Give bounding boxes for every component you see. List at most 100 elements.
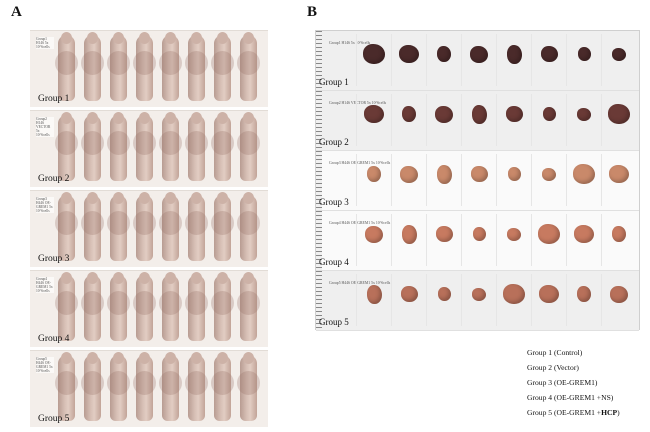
tumor (574, 225, 594, 243)
tumor-cell (461, 274, 496, 326)
mice-row-group-4: Group4 H446 OE-GREM1 5x 10^6cells Group … (30, 270, 268, 347)
legend-text: Group 5 (OE-GREM1 + (527, 408, 602, 417)
legend-item-group-2: Group 2 (Vector) (527, 360, 620, 375)
mouse (81, 112, 104, 181)
tumor-row-group-3: Group3 H446 OE-GREM1 5x 10^6cells Group … (316, 151, 639, 211)
tumor-cell (601, 34, 636, 86)
tumor (612, 47, 626, 61)
tumor-cell (391, 214, 426, 266)
tumor-cell (391, 34, 426, 86)
tumor-cell (496, 154, 531, 206)
tumor-cell (461, 214, 496, 266)
tumor-row-group-2: Group2 H146 VECTOR 5x 10^6cells Group 2 (316, 91, 639, 151)
mouse (159, 112, 182, 181)
tumor (401, 224, 417, 244)
tumor-cell (356, 34, 391, 86)
group-label: Group 5 (38, 414, 70, 424)
tumor-cell (461, 94, 496, 146)
tumor (612, 226, 626, 242)
tumor (573, 164, 595, 184)
legend-text: Group 1 (Control) (527, 348, 583, 357)
mice-row-group-1: Group1 H146 5x 10^6cells Group 1 (30, 30, 268, 107)
mice-row-group-3: Group3 H446 OE-GREM1 5x 10^6cells Group … (30, 190, 268, 267)
legend-item-group-4: Group 4 (OE-GREM1 +NS) (527, 390, 620, 405)
cage-tag: Group5 H446 OE-GREM1 5x 10^6cells (36, 357, 54, 373)
tumor (435, 105, 453, 123)
legend-hcp: HCP (601, 408, 618, 417)
tumor (506, 44, 522, 64)
mice-row-group-5: Group5 H446 OE-GREM1 5x 10^6cells Group … (30, 350, 268, 427)
tumor (365, 225, 383, 243)
tumor (435, 226, 453, 242)
mouse (55, 352, 78, 421)
panel-b-tumor-photo: Group1 H146 5x 10^6cells Group 1 Group2 … (315, 30, 640, 331)
tumor-cell (496, 34, 531, 86)
tumor (577, 286, 591, 302)
mouse (211, 32, 234, 101)
tumor (472, 227, 486, 241)
mouse (185, 352, 208, 421)
group-label: Group 3 (38, 254, 70, 264)
ruler (316, 151, 322, 210)
tumor-cell (566, 214, 601, 266)
legend-item-group-1: Group 1 (Control) (527, 345, 620, 360)
mouse (107, 352, 130, 421)
ruler (316, 31, 322, 90)
mouse (81, 32, 104, 101)
tumor-row-group-5: Group5 H446 OE-GREM1 5x 10^6cells Group … (316, 271, 639, 331)
group-label: Group 4 (319, 257, 349, 267)
tumor-cell (356, 274, 391, 326)
tumor (470, 166, 488, 182)
tumor-row-group-1: Group1 H146 5x 10^6cells Group 1 (316, 31, 639, 91)
tumor-cell (496, 274, 531, 326)
cage-tag: Group1 H146 5x 10^6cells (36, 37, 54, 49)
legend-text: Group 2 (Vector) (527, 363, 579, 372)
tumor-row-group-4: Group4 H446 OE-GREM1 5x 10^6cells Group … (316, 211, 639, 271)
mouse (133, 32, 156, 101)
tumor (400, 286, 418, 302)
mouse (159, 352, 182, 421)
legend-text: Group 4 (OE-GREM1 +NS) (527, 393, 614, 402)
tumor-cell (426, 34, 461, 86)
mouse (237, 352, 260, 421)
tumor (538, 224, 560, 244)
tumor (436, 164, 452, 184)
tumor-cell (531, 274, 566, 326)
tumor-cell (391, 274, 426, 326)
tumor-cell (426, 214, 461, 266)
mice-row-group-2: Group2 H146 VECTOR 5x 10^6cells Group 2 (30, 110, 268, 187)
tumor (505, 106, 523, 122)
tumor-cell (566, 154, 601, 206)
tumor-cell (601, 274, 636, 326)
group-label: Group 2 (319, 137, 349, 147)
tumor (542, 167, 556, 181)
cage-tag: Group4 H446 OE-GREM1 5x 10^6cells (36, 277, 54, 293)
tumor-cell (461, 34, 496, 86)
mouse (81, 272, 104, 341)
cage-tag: Group3 H446 OE-GREM1 5x 10^6cells (36, 197, 54, 213)
tumor-tag: Group4 H446 OE-GREM1 5x 10^6cells (329, 221, 391, 225)
tumor (472, 287, 486, 301)
tumor (400, 165, 418, 183)
tumor (609, 165, 629, 183)
mouse (159, 272, 182, 341)
tumor-cell (426, 154, 461, 206)
tumor (577, 47, 591, 61)
group-label: Group 3 (319, 197, 349, 207)
group-label: Group 1 (319, 77, 349, 87)
tumor (542, 107, 556, 121)
tumor (608, 104, 630, 124)
mouse (107, 32, 130, 101)
mouse (133, 272, 156, 341)
tumor (364, 105, 384, 123)
tumor-cell (601, 94, 636, 146)
tumor-cell (601, 154, 636, 206)
panel-b-label: B (307, 4, 318, 20)
tumor (507, 227, 521, 241)
tumor-cell (461, 154, 496, 206)
tumor (402, 106, 416, 122)
tumor-cell (496, 94, 531, 146)
tumor (610, 285, 628, 303)
tumor (437, 287, 451, 301)
mouse (237, 112, 260, 181)
